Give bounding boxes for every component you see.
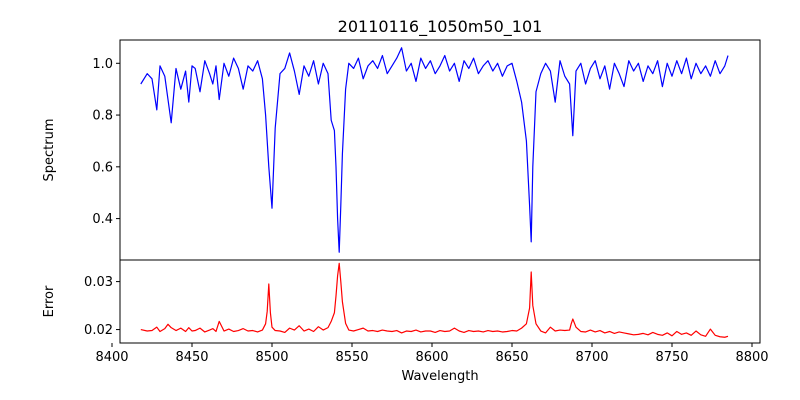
x-axis-ticks: 8400 8450 8500 8550 8600 8650 8700 8750 8800 (95, 343, 769, 365)
spectrum-y-tick-label: 1.0 (92, 57, 113, 72)
spectrum-y-tick-label: 0.8 (92, 109, 113, 124)
spectrum-y-axis-label: Spectrum (42, 119, 57, 182)
error-series (140, 262, 729, 338)
spectrum-line (140, 47, 729, 253)
error-y-tick-label: 0.02 (84, 323, 113, 338)
error-panel: 0.02 0.03 Error (42, 259, 761, 344)
x-tick-label: 8500 (255, 350, 288, 365)
spectrum-y-tick-label: 0.6 (92, 160, 113, 175)
error-y-axis-label: Error (42, 285, 57, 317)
x-tick-label: 8750 (655, 350, 688, 365)
spectrum-y-tick-label: 0.4 (92, 212, 113, 227)
chart-title: 20110116_1050m50_101 (338, 17, 543, 37)
x-axis-label: Wavelength (401, 369, 478, 384)
x-tick-label: 8800 (735, 350, 768, 365)
x-tick-label: 8700 (575, 350, 608, 365)
error-line (140, 262, 729, 338)
error-y-ticks: 0.02 0.03 (84, 275, 120, 338)
error-axes-frame (119, 259, 761, 344)
spectrum-y-ticks: 0.4 0.6 0.8 1.0 (92, 57, 120, 227)
spectrum-panel: 0.4 0.6 0.8 1.0 Spectrum (42, 39, 761, 261)
spectrum-series (140, 47, 729, 253)
x-tick-label: 8400 (95, 350, 128, 365)
x-tick-label: 8600 (415, 350, 448, 365)
x-tick-label: 8450 (175, 350, 208, 365)
error-y-tick-label: 0.03 (84, 275, 113, 290)
x-tick-label: 8650 (495, 350, 528, 365)
x-tick-label: 8550 (335, 350, 368, 365)
spectrum-axes-frame (119, 39, 761, 261)
